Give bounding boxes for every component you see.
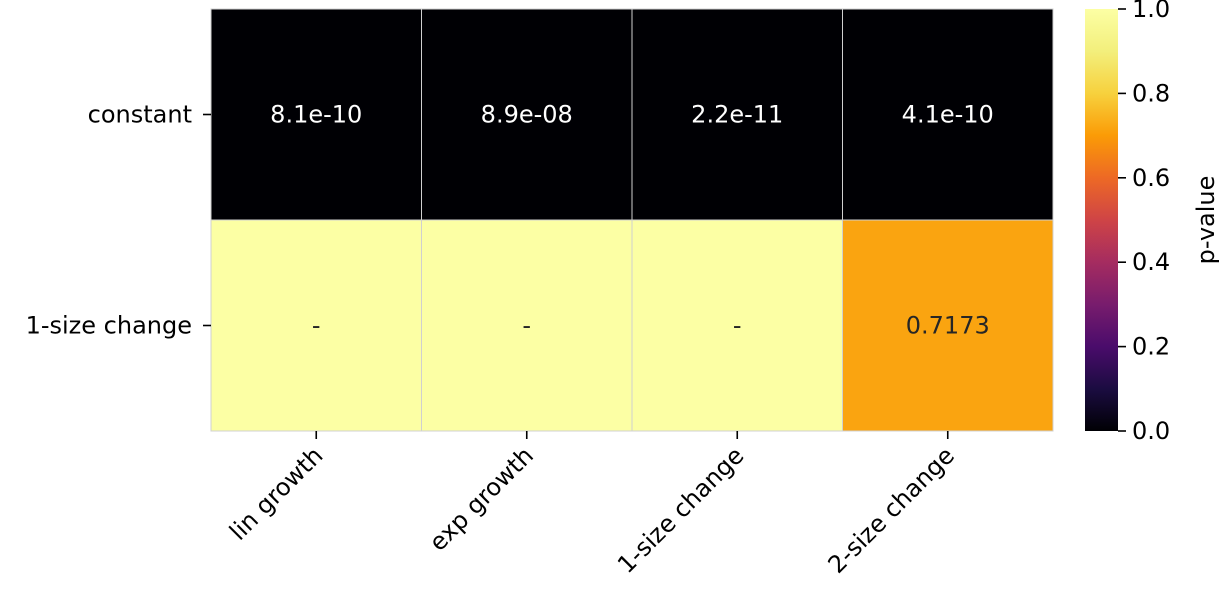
cell-label-r0-c0: 8.1e-10 [270,101,362,129]
x-tick-label-2: 1-size change [612,441,749,578]
cell-label-r1-c3: 0.7173 [906,312,990,340]
cell-label-r1-c2: - [733,312,742,340]
colorbar-tick-label-3: 0.6 [1132,164,1170,192]
heatmap-cell-r0-c3 [842,8,1054,221]
y-tick-label-1: 1-size change [26,312,192,340]
heatmap-cell-r1-c2 [631,219,843,432]
heatmap-cell-r0-c1 [421,8,633,221]
colorbar-tick-label-2: 0.4 [1132,248,1170,276]
x-tick-label-1: exp growth [424,441,539,556]
heatmap-cell-r0-c2 [631,8,843,221]
y-tick-label-0: constant [88,101,192,129]
colorbar-label: p-value [1192,176,1219,265]
cell-label-r0-c2: 2.2e-11 [691,101,783,129]
heatmap-cell-r0-c0 [210,8,422,221]
cell-label-r1-c0: - [312,312,321,340]
heatmap-cell-r1-c3 [842,219,1054,432]
heatmap-cell-r1-c0 [210,219,422,432]
colorbar-tick-label-0: 0.0 [1132,417,1170,445]
colorbar-tick-label-4: 0.8 [1132,79,1170,107]
cell-label-r0-c3: 4.1e-10 [902,101,994,129]
colorbar [1085,9,1118,431]
cell-label-r1-c1: - [522,312,531,340]
cell-label-r0-c1: 8.9e-08 [481,101,573,129]
colorbar-tick-label-1: 0.2 [1132,333,1170,361]
x-tick-label-0: lin growth [224,441,328,545]
colorbar-tick-label-5: 1.0 [1132,0,1170,23]
heatmap-cell-r1-c1 [421,219,633,432]
x-tick-label-3: 2-size change [823,441,960,578]
